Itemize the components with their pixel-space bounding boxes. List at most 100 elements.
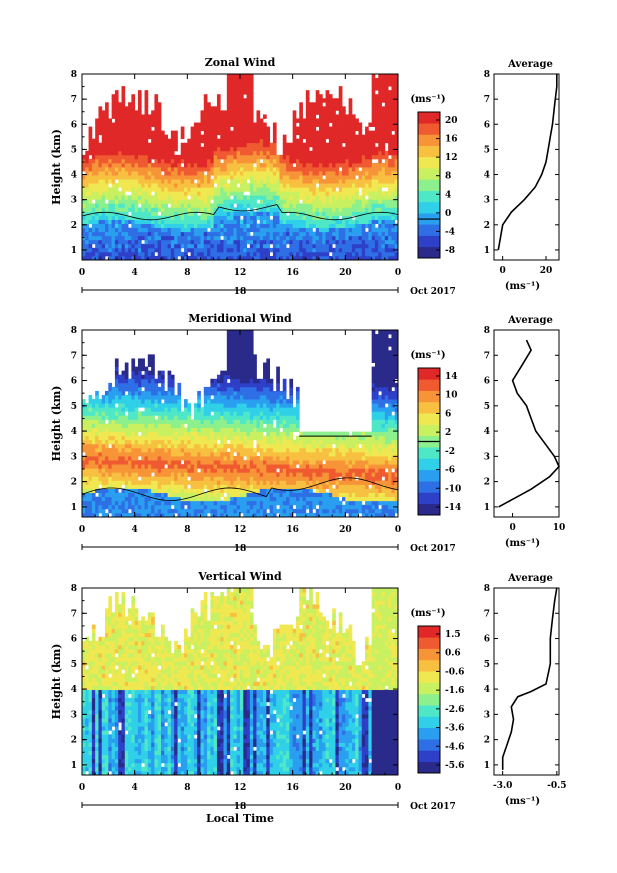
heatmap-cell [184, 492, 188, 498]
heatmap-cell [335, 203, 340, 208]
heatmap-cell [203, 419, 208, 424]
heatmap-cell [249, 179, 254, 184]
heatmap-cell [154, 154, 159, 160]
heatmap-cell [200, 480, 205, 485]
heatmap-cell [332, 227, 336, 233]
heatmap-cell [236, 142, 241, 148]
heatmap-cell [141, 183, 145, 188]
heatmap-cell [322, 239, 326, 245]
heatmap-cell [302, 235, 307, 241]
heatmap-cell [384, 215, 389, 220]
heatmap-cell [111, 451, 116, 457]
heatmap-cell [174, 235, 178, 241]
heatmap-cell [282, 251, 287, 257]
heatmap-cell [180, 154, 185, 160]
heatmap-cell [371, 154, 376, 160]
heatmap-cell [82, 427, 86, 433]
heatmap-cell [223, 146, 228, 152]
heatmap-cell [190, 492, 195, 498]
heatmap-cell [351, 187, 356, 192]
heatmap-cell [157, 179, 162, 184]
heatmap-cell [256, 211, 261, 216]
heatmap-cell [384, 94, 389, 99]
heatmap-cell [95, 480, 99, 485]
heatmap-cell [263, 247, 267, 253]
heatmap-cell [236, 154, 241, 160]
heatmap-cell [141, 508, 145, 514]
heatmap-cell [184, 179, 188, 184]
heatmap-cell [269, 227, 274, 233]
heatmap-cell [213, 179, 218, 184]
heatmap-cell [374, 122, 379, 127]
heatmap-cell [305, 227, 310, 233]
heatmap-cell [151, 443, 155, 449]
heatmap-cell [213, 443, 218, 449]
heatmap-cell [384, 130, 389, 136]
heatmap-cell [240, 142, 244, 148]
heatmap-cell [197, 395, 201, 400]
heatmap-cell [348, 247, 353, 253]
heatmap-cell [315, 235, 320, 241]
heatmap-cell [230, 142, 234, 148]
heatmap-cell [351, 142, 356, 148]
heatmap-cell [216, 395, 221, 400]
heatmap-cell [105, 187, 109, 192]
heatmap-cell [279, 154, 284, 160]
heatmap-cell [187, 456, 192, 461]
heatmap-cell [180, 183, 185, 188]
heatmap-cell [286, 203, 290, 208]
heatmap-cell [246, 130, 251, 136]
heatmap-cell [210, 480, 215, 485]
heatmap-cell [226, 255, 231, 261]
heatmap-cell [266, 171, 271, 176]
heatmap-cell [128, 158, 132, 164]
heatmap-cell [259, 134, 264, 140]
heatmap-cell [243, 134, 247, 140]
heatmap-cell [249, 215, 254, 220]
heatmap-cell [177, 382, 182, 388]
heatmap-cell [134, 154, 139, 160]
heatmap-cell [256, 215, 261, 220]
heatmap-cell [147, 378, 152, 384]
heatmap-cell [200, 451, 205, 457]
heatmap-cell [200, 427, 205, 433]
heatmap-cell [137, 439, 142, 445]
heatmap-cell [177, 223, 182, 229]
heatmap-cell [137, 362, 142, 367]
heatmap-cell [193, 162, 198, 168]
heatmap-cell [167, 207, 172, 212]
heatmap-cell [128, 239, 132, 245]
heatmap-cell [105, 162, 109, 168]
heatmap-cell [134, 456, 139, 461]
heatmap-cell [118, 492, 122, 498]
heatmap-cell [184, 239, 188, 245]
heatmap-cell [374, 86, 379, 91]
heatmap-cell [193, 407, 198, 412]
heatmap-cell [259, 207, 264, 212]
heatmap-cell [216, 378, 221, 384]
heatmap-cell [101, 171, 106, 176]
heatmap-cell [141, 500, 145, 506]
heatmap-cell [134, 251, 139, 257]
heatmap-cell [216, 102, 221, 107]
heatmap-cell [177, 231, 182, 237]
heatmap-cell [282, 239, 287, 245]
heatmap-cell [167, 435, 172, 441]
heatmap-cell [134, 411, 139, 416]
heatmap-cell [381, 183, 386, 188]
colorbar-swatch [418, 168, 440, 180]
heatmap-cell [154, 134, 159, 140]
heatmap-cell [131, 435, 136, 441]
heatmap-cell [177, 415, 182, 420]
heatmap-cell [121, 382, 126, 388]
heatmap-cell [105, 158, 109, 164]
heatmap-cell [381, 78, 386, 83]
heatmap-cell [105, 415, 109, 420]
heatmap-cell [249, 251, 254, 257]
heatmap-cell [226, 251, 231, 257]
heatmap-cell [147, 211, 152, 216]
heatmap-cell [161, 374, 165, 380]
heatmap-cell [381, 154, 386, 160]
heatmap-cell [180, 179, 185, 184]
heatmap-cell [216, 150, 221, 156]
